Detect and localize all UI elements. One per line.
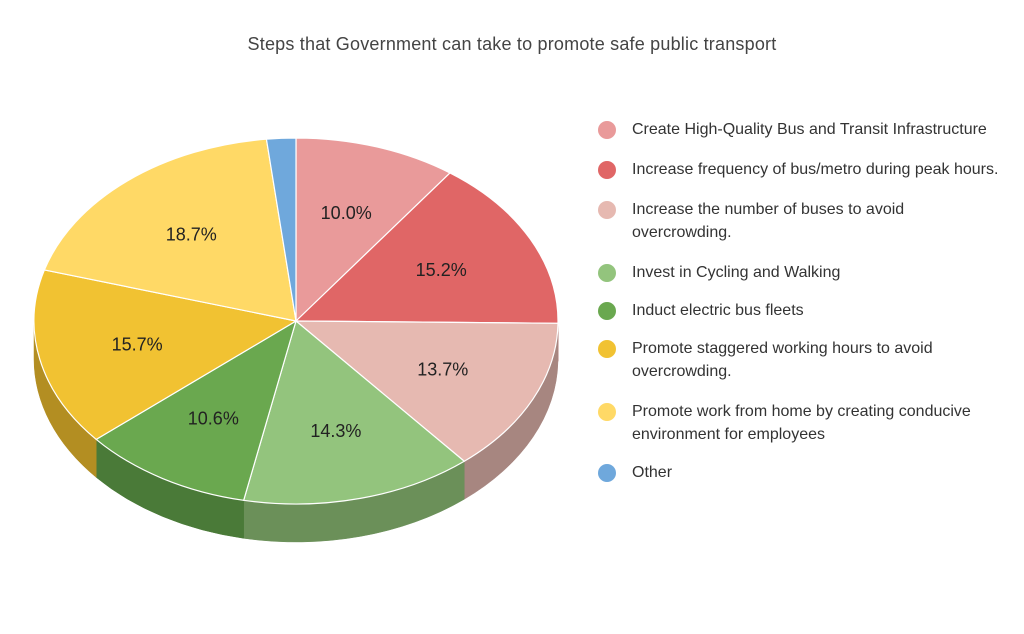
legend-item-7: Other — [598, 461, 1008, 484]
pie-slice-3 — [243, 320, 465, 505]
legend-label: Other — [632, 464, 673, 481]
pie-slice-1 — [295, 172, 559, 324]
pie-slice-6 — [43, 138, 297, 322]
legend-label: Create High-Quality Bus and Transit Infr… — [632, 121, 987, 138]
legend-swatch — [598, 403, 616, 421]
legend-swatch — [598, 201, 616, 219]
pie-slice-7 — [265, 137, 297, 322]
legend-swatch — [598, 302, 616, 320]
pie-slice-4 — [95, 320, 297, 501]
data-label-1: 15.2% — [416, 260, 467, 280]
chart-title: Steps that Government can take to promot… — [247, 34, 777, 54]
legend-label: Induct electric bus fleets — [632, 302, 804, 319]
legend-swatch — [598, 121, 616, 139]
legend-item-6: Promote work from home by creating condu… — [598, 400, 1008, 446]
legend-item-3: Invest in Cycling and Walking — [598, 261, 1008, 284]
data-label-6: 18.7% — [166, 224, 217, 244]
legend-swatch — [598, 264, 616, 282]
data-label-3: 14.3% — [310, 421, 361, 441]
legend-item-2: Increase the number of buses to avoid ov… — [598, 198, 1008, 244]
legend-label: Promote work from home by creating condu… — [632, 403, 971, 443]
data-label-2: 13.7% — [417, 360, 468, 380]
legend-swatch — [598, 161, 616, 179]
legend-swatch — [598, 340, 616, 358]
pie-slice-2 — [295, 320, 559, 462]
legend-label: Increase frequency of bus/metro during p… — [632, 161, 999, 178]
data-label-0: 10.0% — [321, 203, 372, 223]
legend-label: Invest in Cycling and Walking — [632, 264, 841, 281]
legend-item-1: Increase frequency of bus/metro during p… — [598, 158, 1008, 181]
legend-label: Increase the number of buses to avoid ov… — [632, 201, 905, 241]
legend-item-0: Create High-Quality Bus and Transit Infr… — [598, 118, 1008, 141]
data-label-5: 15.7% — [112, 335, 163, 355]
pie-slice-5 — [33, 269, 297, 441]
chart-legend: Create High-Quality Bus and Transit Infr… — [598, 118, 1008, 501]
legend-label: Promote staggered working hours to avoid… — [632, 340, 933, 380]
pie-slice-0 — [295, 137, 451, 322]
legend-item-4: Induct electric bus fleets — [598, 299, 1008, 322]
data-label-4: 10.6% — [188, 409, 239, 429]
legend-item-5: Promote staggered working hours to avoid… — [598, 337, 1008, 383]
legend-swatch — [598, 464, 616, 482]
